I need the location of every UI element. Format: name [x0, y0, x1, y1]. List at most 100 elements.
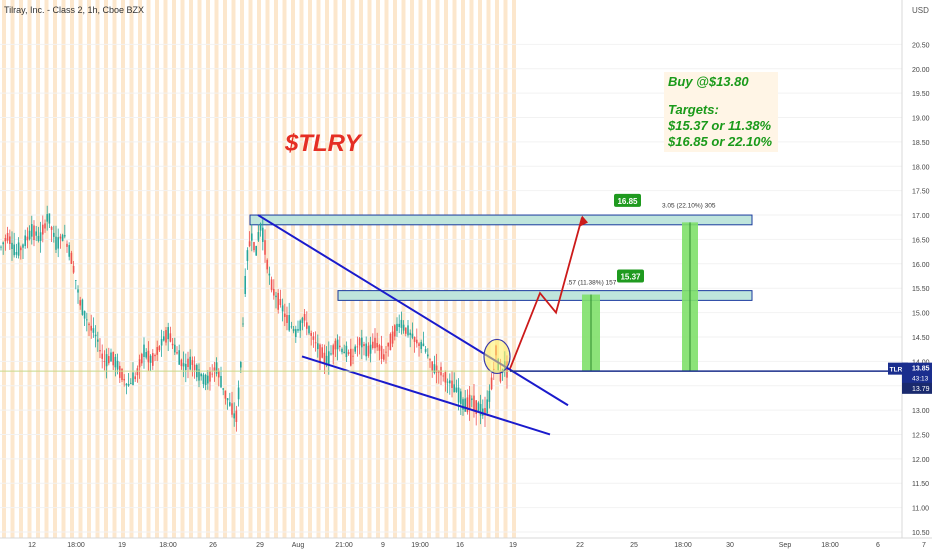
candle-body: [279, 298, 282, 306]
candle-body: [336, 339, 339, 350]
candle-body: [13, 244, 15, 256]
session-band: [206, 0, 210, 538]
candle-body: [174, 344, 176, 353]
candle-body: [61, 234, 64, 242]
last-price-tag: [902, 362, 932, 385]
candle-body: [233, 413, 235, 419]
candle-body: [387, 342, 389, 347]
time-tick-label: 25: [630, 542, 638, 549]
candle-body: [314, 342, 317, 344]
candle-body: [266, 259, 268, 270]
candle-body: [308, 326, 310, 334]
candle-body: [134, 376, 136, 380]
candle-body: [114, 356, 117, 368]
candle-body: [209, 371, 211, 382]
candle-body: [226, 398, 229, 401]
time-tick-label: 16: [456, 542, 464, 549]
candle-body: [0, 246, 2, 248]
candle-body: [455, 387, 458, 392]
candle-body: [213, 367, 216, 372]
candle-body: [396, 323, 398, 331]
candle-body: [292, 328, 295, 332]
candle-body: [376, 343, 378, 348]
candle-body: [328, 351, 330, 365]
candle-body: [257, 232, 260, 241]
session-band: [155, 0, 159, 538]
candle-body: [405, 327, 407, 334]
candle-body: [442, 375, 444, 377]
session-band: [444, 0, 448, 538]
session-band: [299, 0, 304, 538]
candle-body: [39, 232, 42, 241]
candle-body: [438, 371, 440, 373]
candle-body: [121, 368, 123, 381]
time-tick-label: 22: [576, 542, 584, 549]
candle-body: [178, 350, 180, 365]
candle-body: [81, 299, 84, 315]
candle-body: [171, 343, 174, 346]
candle-body: [105, 354, 108, 367]
candle-body: [242, 323, 244, 325]
candle-body: [169, 333, 172, 342]
ticker-annotation: $TLRY: [285, 130, 361, 157]
candle-body: [473, 395, 475, 411]
session-band: [350, 0, 355, 538]
session-band: [112, 0, 117, 538]
time-tick-label: 18:00: [674, 542, 692, 549]
targets-label: Targets:: [668, 102, 719, 117]
candle-body: [306, 322, 308, 329]
session-band: [121, 0, 125, 538]
session-band: [146, 0, 151, 538]
price-tick-label: 19.00: [912, 116, 930, 123]
session-band: [418, 0, 423, 538]
session-band: [189, 0, 193, 538]
candle-body: [37, 235, 40, 241]
candle-body: [380, 345, 383, 359]
target-price-tag: [614, 193, 641, 207]
candle-body: [343, 351, 345, 354]
price-tick-label: 13.00: [912, 408, 930, 415]
candle-body: [361, 337, 363, 348]
candle-body: [323, 352, 326, 363]
candle-body: [125, 383, 128, 386]
candle-body: [72, 265, 75, 273]
grid: [0, 43, 902, 533]
session-band: [248, 0, 253, 538]
time-tick-label: 26: [209, 542, 217, 549]
candle-body: [339, 345, 341, 348]
candle-body: [57, 237, 59, 249]
candle-body: [156, 347, 158, 355]
candle-body: [46, 214, 48, 222]
price-tick-label: 18.00: [912, 164, 930, 171]
candle-body: [9, 236, 11, 244]
price-tick-label: 14.50: [912, 335, 930, 342]
session-band: [2, 0, 6, 538]
candle-body: [330, 353, 332, 355]
candle-body: [486, 399, 488, 414]
price-tick-label: 10.50: [912, 530, 930, 537]
candle-body: [11, 242, 13, 250]
candle-body: [141, 353, 143, 364]
candle-body: [479, 404, 482, 416]
candle-body: [413, 337, 416, 342]
candle-body: [248, 241, 251, 247]
candle-body: [422, 343, 425, 347]
candle-body: [312, 336, 315, 340]
candle-body: [132, 372, 134, 386]
candle-body: [103, 361, 106, 362]
candle-body: [24, 235, 26, 246]
candle-body: [66, 243, 68, 247]
session-band: [104, 0, 108, 538]
session-band: [291, 0, 295, 538]
candle-body: [385, 351, 387, 353]
session-band: [27, 0, 32, 538]
candle-body: [220, 375, 222, 388]
candle-body: [123, 378, 125, 381]
candle-body: [429, 359, 431, 361]
candle-body: [160, 338, 163, 346]
session-band: [478, 0, 482, 538]
candle-body: [218, 370, 220, 378]
session-band: [376, 0, 380, 538]
candle-body: [464, 398, 466, 412]
